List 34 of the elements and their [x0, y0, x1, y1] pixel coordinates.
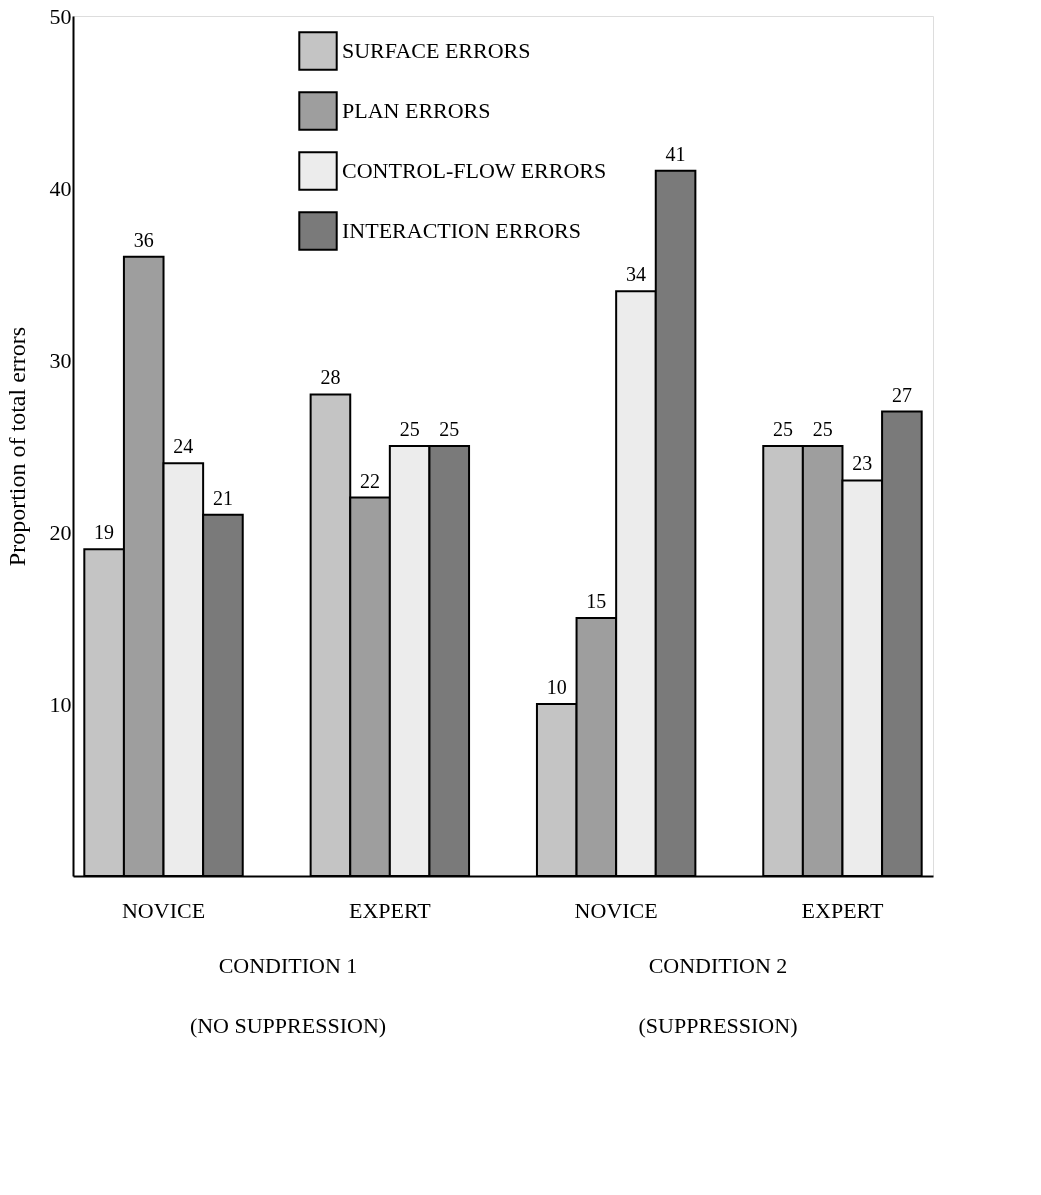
data-label: 19: [94, 521, 115, 544]
y-tick-label: 20: [49, 519, 72, 545]
data-label: 25: [812, 418, 833, 440]
data-label: 41: [665, 142, 686, 165]
legend-label: PLAN ERRORS: [342, 98, 491, 123]
data-label: 21: [212, 486, 233, 509]
x-tick-label: EXPERT: [801, 897, 884, 923]
data-label: 28: [320, 366, 341, 389]
data-label: 25: [439, 418, 460, 440]
y-axis-title: Proportion of total errors: [3, 326, 30, 567]
text: CONDITION 1: [218, 953, 358, 978]
data-label: 15: [586, 590, 607, 612]
text: (SUPPRESSION): [638, 1013, 798, 1038]
legend-label: INTERACTION ERRORS: [342, 218, 581, 243]
data-label: 10: [546, 676, 567, 698]
data-label: 36: [133, 228, 154, 251]
x-tick-label: EXPERT: [348, 897, 432, 923]
data-label: 22: [360, 469, 381, 492]
legend-label: CONTROL-FLOW ERRORS: [342, 158, 607, 183]
data-label: 24: [173, 435, 194, 458]
data-label: 34: [625, 263, 646, 286]
y-tick-label: 10: [49, 691, 72, 717]
x-tick-label: NOVICE: [574, 897, 658, 923]
legend-label: SURFACE ERRORS: [342, 38, 531, 63]
data-label: 25: [399, 418, 420, 440]
x-tick-label: NOVICE: [121, 897, 206, 923]
text: (NO SUPPRESSION): [189, 1013, 387, 1038]
y-tick-label: 50: [49, 3, 72, 29]
data-label: 23: [852, 452, 873, 475]
data-label: 25: [773, 418, 794, 440]
text: CONDITION 2: [648, 953, 788, 978]
data-label: 27: [891, 383, 912, 406]
y-tick-label: 40: [49, 175, 72, 201]
y-tick-label: 30: [49, 347, 72, 373]
